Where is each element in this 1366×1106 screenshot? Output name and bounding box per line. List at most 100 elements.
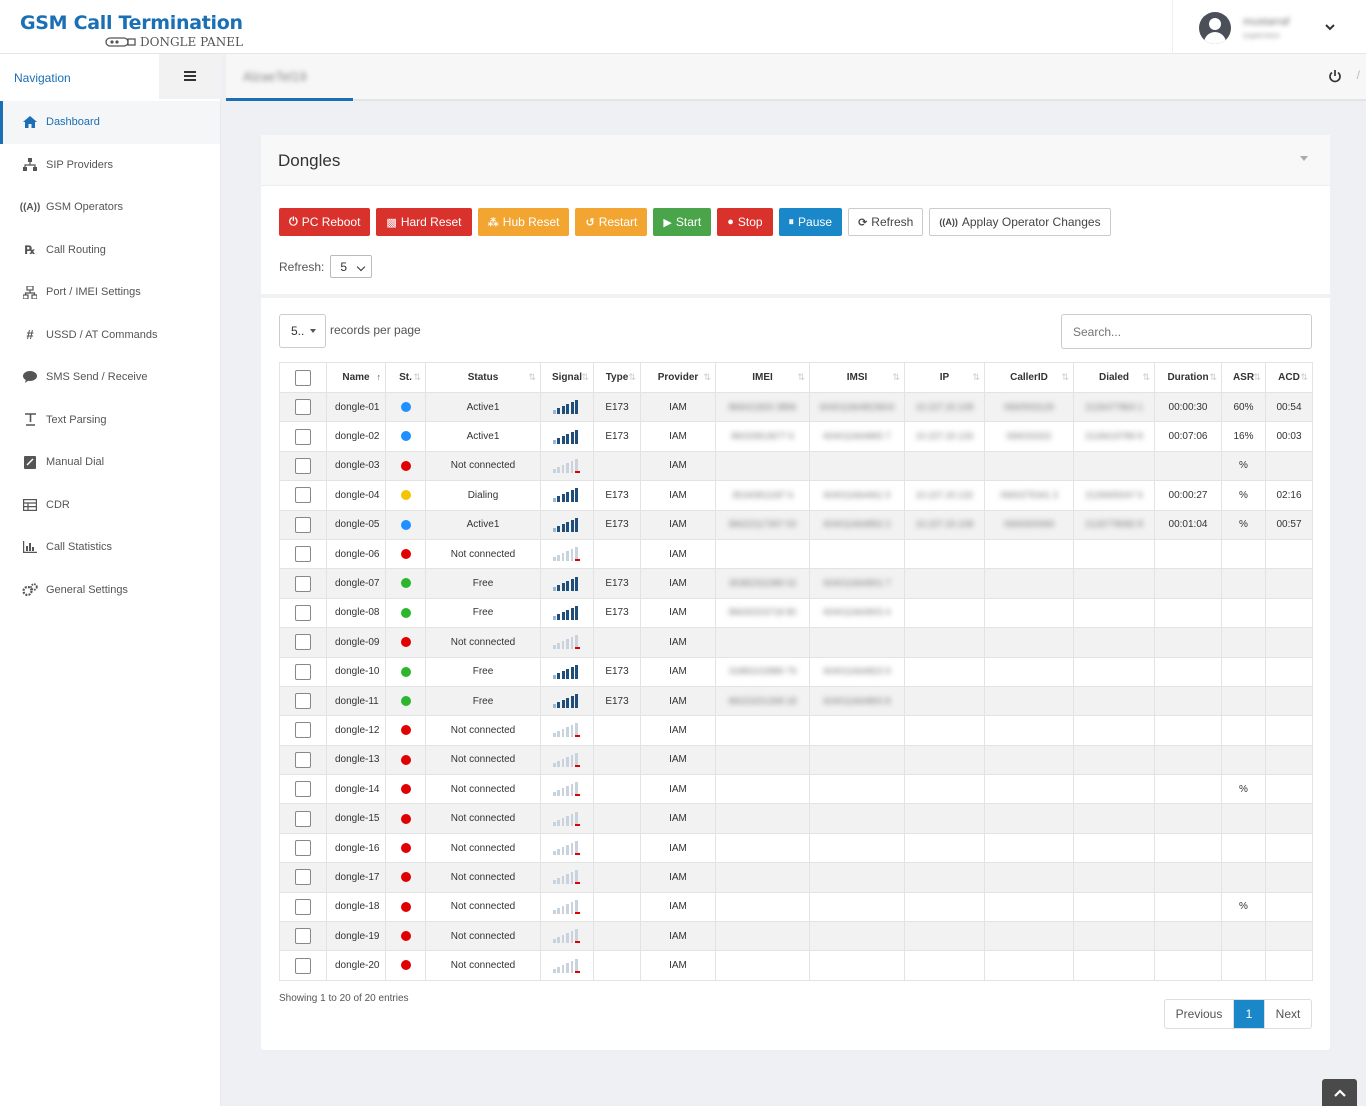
column-header-callerid[interactable]: CallerID ⇅ xyxy=(984,362,1074,393)
column-header-st[interactable]: St. ⇅ xyxy=(385,362,426,393)
column-header-signal[interactable]: Signal ⇅ xyxy=(540,362,594,393)
collapse-icon[interactable] xyxy=(1300,156,1308,161)
column-header-asr[interactable]: ASR ⇅ xyxy=(1221,362,1266,393)
table-row[interactable]: dongle-01 Active1 E173 IAM 866021820 3866 604… xyxy=(279,391,1313,423)
records-per-page-select[interactable]: 5.. xyxy=(279,314,326,348)
sidebar-item-dashboard[interactable]: Dashboard xyxy=(0,101,220,144)
table-row[interactable]: dongle-18 Not connected IAM% xyxy=(279,891,1313,923)
column-header-cb[interactable] xyxy=(279,362,327,393)
sidebar-item-call-statistics[interactable]: Call Statistics xyxy=(0,526,220,569)
row-checkbox[interactable] xyxy=(295,693,311,710)
row-checkbox[interactable] xyxy=(295,781,311,798)
hub-reset-button[interactable]: ⁂ Hub Reset xyxy=(477,208,570,236)
refresh-select[interactable]: 5 xyxy=(330,255,373,278)
content-header: AlzaeTel19 / xyxy=(226,54,1366,101)
row-checkbox[interactable] xyxy=(295,399,311,416)
table-row[interactable]: dongle-19 Not connected IAM xyxy=(279,921,1313,952)
row-checkbox[interactable] xyxy=(295,663,311,680)
search-input[interactable] xyxy=(1061,314,1312,349)
column-header-ip[interactable]: IP ⇅ xyxy=(904,362,985,393)
sidebar-item-sms[interactable]: SMS Send / Receive xyxy=(0,356,220,399)
row-checkbox[interactable] xyxy=(295,516,311,533)
row-checkbox[interactable] xyxy=(295,957,311,974)
menu-toggle-button[interactable] xyxy=(159,54,221,99)
table-row[interactable]: dongle-09 Not connected IAM xyxy=(279,627,1313,658)
tab-active[interactable]: AlzaeTel19 xyxy=(226,54,353,101)
table-row[interactable]: dongle-14 Not connected IAM% xyxy=(279,774,1313,805)
cell-type: E173 xyxy=(593,480,641,511)
column-header-provider[interactable]: Provider ⇅ xyxy=(640,362,716,393)
table-row[interactable]: dongle-20 Not connected IAM xyxy=(279,950,1313,981)
column-header-type[interactable]: Type ⇅ xyxy=(593,362,641,393)
app-logo[interactable]: GSM Call Termination xyxy=(20,12,243,34)
row-checkbox[interactable] xyxy=(295,810,311,827)
table-row[interactable]: dongle-07 Free E173 IAM 35382331089 02 604011… xyxy=(279,568,1313,599)
row-checkbox[interactable] xyxy=(295,898,311,915)
row-checkbox-cell xyxy=(279,509,327,540)
sidebar-item-ussd[interactable]: # USSD / AT Commands xyxy=(0,314,220,357)
restart-button[interactable]: ↺ Restart xyxy=(575,208,648,236)
sidebar-item-port-imei[interactable]: Port / IMEI Settings xyxy=(0,271,220,314)
scroll-top-button[interactable] xyxy=(1322,1079,1357,1106)
row-checkbox[interactable] xyxy=(295,751,311,768)
table-row[interactable]: dongle-03 Not connected IAM% xyxy=(279,450,1313,482)
row-checkbox[interactable] xyxy=(295,428,311,445)
column-header-imsi[interactable]: IMSI ⇅ xyxy=(809,362,905,393)
stop-button[interactable]: ● Stop xyxy=(717,208,773,236)
row-checkbox[interactable] xyxy=(295,546,311,563)
row-checkbox[interactable] xyxy=(295,457,311,474)
sidebar-item-manual-dial[interactable]: Manual Dial xyxy=(0,441,220,484)
sidebar-item-gsm-operators[interactable]: ((A)) GSM Operators xyxy=(0,186,220,229)
chevron-down-icon[interactable] xyxy=(1325,23,1335,31)
column-header-acd[interactable]: ACD ⇅ xyxy=(1265,362,1313,393)
table-row[interactable]: dongle-08 Free E173 IAM 86630203718 80 604011… xyxy=(279,597,1313,629)
pc-reboot-button[interactable]: ⏻ PC Reboot xyxy=(279,208,371,236)
table-row[interactable]: dongle-13 Not connected IAM xyxy=(279,744,1313,776)
column-header-status[interactable]: Status ⇅ xyxy=(425,362,541,393)
refresh-button[interactable]: ⟳ Refresh xyxy=(848,208,924,236)
column-header-imei[interactable]: IMEI ⇅ xyxy=(715,362,810,393)
row-checkbox[interactable] xyxy=(295,634,311,651)
sidebar-item-cdr[interactable]: CDR xyxy=(0,484,220,527)
cell-duration: 00:01:04 xyxy=(1154,509,1222,540)
next-page-button[interactable]: Next xyxy=(1264,1000,1311,1028)
pause-button[interactable]: ⏸ Pause xyxy=(778,208,843,236)
table-row[interactable]: dongle-11 Free E173 IAM 86023201308 18 604011… xyxy=(279,685,1313,717)
table-row[interactable]: dongle-17 Not connected IAM xyxy=(279,862,1313,893)
pagination: Previous 1 Next xyxy=(1164,999,1312,1029)
sidebar-item-call-routing[interactable]: ℞ Call Routing xyxy=(0,229,220,272)
cell-ip: 10.227.20.132 xyxy=(904,480,985,511)
cell-signal xyxy=(540,862,594,893)
column-header-duration[interactable]: Duration ⇅ xyxy=(1154,362,1222,393)
sidebar-item-sip-providers[interactable]: SIP Providers xyxy=(0,144,220,187)
column-header-dialed[interactable]: Dialed ⇅ xyxy=(1073,362,1155,393)
sidebar-item-general-settings[interactable]: General Settings xyxy=(0,569,220,612)
table-row[interactable]: dongle-02 Active1 E173 IAM 86020813677 6 6040… xyxy=(279,421,1313,452)
row-checkbox[interactable] xyxy=(295,722,311,739)
table-row[interactable]: dongle-12 Not connected IAM xyxy=(279,715,1313,746)
status-dot xyxy=(400,931,411,942)
start-button[interactable]: ▶ Start xyxy=(653,208,712,236)
previous-page-button[interactable]: Previous xyxy=(1165,1000,1234,1028)
row-checkbox[interactable] xyxy=(295,487,311,504)
apply-operator-changes-button[interactable]: ((A)) Applay Operator Changes xyxy=(929,208,1111,236)
column-header-name[interactable]: Name ↑ xyxy=(326,362,386,393)
table-row[interactable]: dongle-15 Not connected IAM xyxy=(279,803,1313,834)
table-row[interactable]: dongle-04 Dialing E173 IAM 35160811187 6 6040… xyxy=(279,480,1313,511)
undo-icon: ↺ xyxy=(585,216,595,229)
power-icon[interactable] xyxy=(1328,69,1342,83)
page-1-button[interactable]: 1 xyxy=(1234,1000,1264,1028)
table-row[interactable]: dongle-16 Not connected IAM xyxy=(279,832,1313,864)
sidebar-item-text-parsing[interactable]: Text Parsing xyxy=(0,399,220,442)
table-row[interactable]: dongle-05 Active1 E173 IAM 86622117307 03 604… xyxy=(279,509,1313,540)
table-row[interactable]: dongle-06 Not connected IAM xyxy=(279,538,1313,570)
select-all-checkbox[interactable] xyxy=(295,369,311,386)
row-checkbox[interactable] xyxy=(295,869,311,886)
row-checkbox[interactable] xyxy=(295,604,311,621)
row-checkbox[interactable] xyxy=(295,928,311,945)
table-row[interactable]: dongle-10 Free E173 IAM 31883102889 79 604011… xyxy=(279,656,1313,687)
row-checkbox[interactable] xyxy=(295,840,311,857)
hard-reset-button[interactable]: ▩ Hard Reset xyxy=(376,208,472,236)
row-checkbox[interactable] xyxy=(295,575,311,592)
user-menu[interactable]: mustarraf supervisor xyxy=(1172,0,1350,54)
